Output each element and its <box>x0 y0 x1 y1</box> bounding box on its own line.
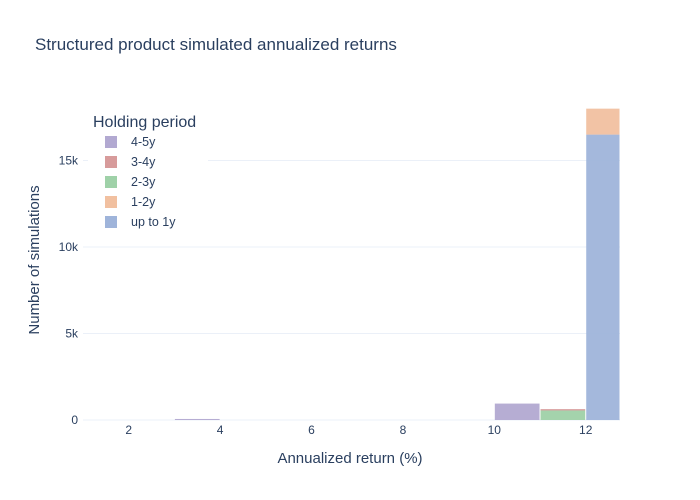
x-tick-label: 6 <box>308 423 315 437</box>
chart-title: Structured product simulated annualized … <box>35 35 397 54</box>
legend-item[interactable]: 3-4y <box>105 155 156 169</box>
bars <box>174 108 620 420</box>
legend-swatch <box>105 216 117 228</box>
x-tick-label: 2 <box>125 423 132 437</box>
legend-label: 4-5y <box>131 135 156 149</box>
legend-background <box>88 108 208 234</box>
legend-title: Holding period <box>93 114 196 131</box>
x-axis-title: Annualized return (%) <box>277 450 422 467</box>
histogram-bar-1-2y <box>586 108 620 135</box>
histogram-bar-2-3y <box>540 410 586 420</box>
legend-label: 1-2y <box>131 195 156 209</box>
x-axis-ticks: 2 4 6 8 10 12 <box>125 423 592 437</box>
legend-item[interactable]: up to 1y <box>105 215 176 229</box>
legend-label: 3-4y <box>131 155 156 169</box>
histogram-bar-up-to-1y <box>586 134 620 420</box>
legend: Holding period 4-5y 3-4y 2-3y 1-2y up to 1y <box>88 108 208 234</box>
histogram-bar-4-5y <box>494 403 540 420</box>
legend-label: up to 1y <box>131 215 176 229</box>
legend-item[interactable]: 1-2y <box>105 195 156 209</box>
x-tick-label: 4 <box>217 423 224 437</box>
legend-item[interactable]: 4-5y <box>105 135 156 149</box>
y-axis-ticks: 0 5k 10k 15k <box>59 154 79 427</box>
histogram-bar-3-4y <box>540 409 586 411</box>
y-tick-label: 0 <box>71 413 78 427</box>
legend-swatch <box>105 176 117 188</box>
legend-swatch <box>105 136 117 148</box>
legend-item[interactable]: 2-3y <box>105 175 156 189</box>
y-tick-label: 10k <box>59 240 79 254</box>
y-tick-label: 15k <box>59 154 79 168</box>
legend-items: 4-5y 3-4y 2-3y 1-2y up to 1y <box>105 135 176 229</box>
x-tick-label: 8 <box>400 423 407 437</box>
y-tick-label: 5k <box>65 327 79 341</box>
x-tick-label: 12 <box>579 423 593 437</box>
legend-label: 2-3y <box>131 175 156 189</box>
y-axis-title: Number of simulations <box>26 185 43 334</box>
legend-swatch <box>105 156 117 168</box>
legend-swatch <box>105 196 117 208</box>
x-tick-label: 10 <box>488 423 502 437</box>
histogram-bar-4-5y <box>174 418 220 420</box>
